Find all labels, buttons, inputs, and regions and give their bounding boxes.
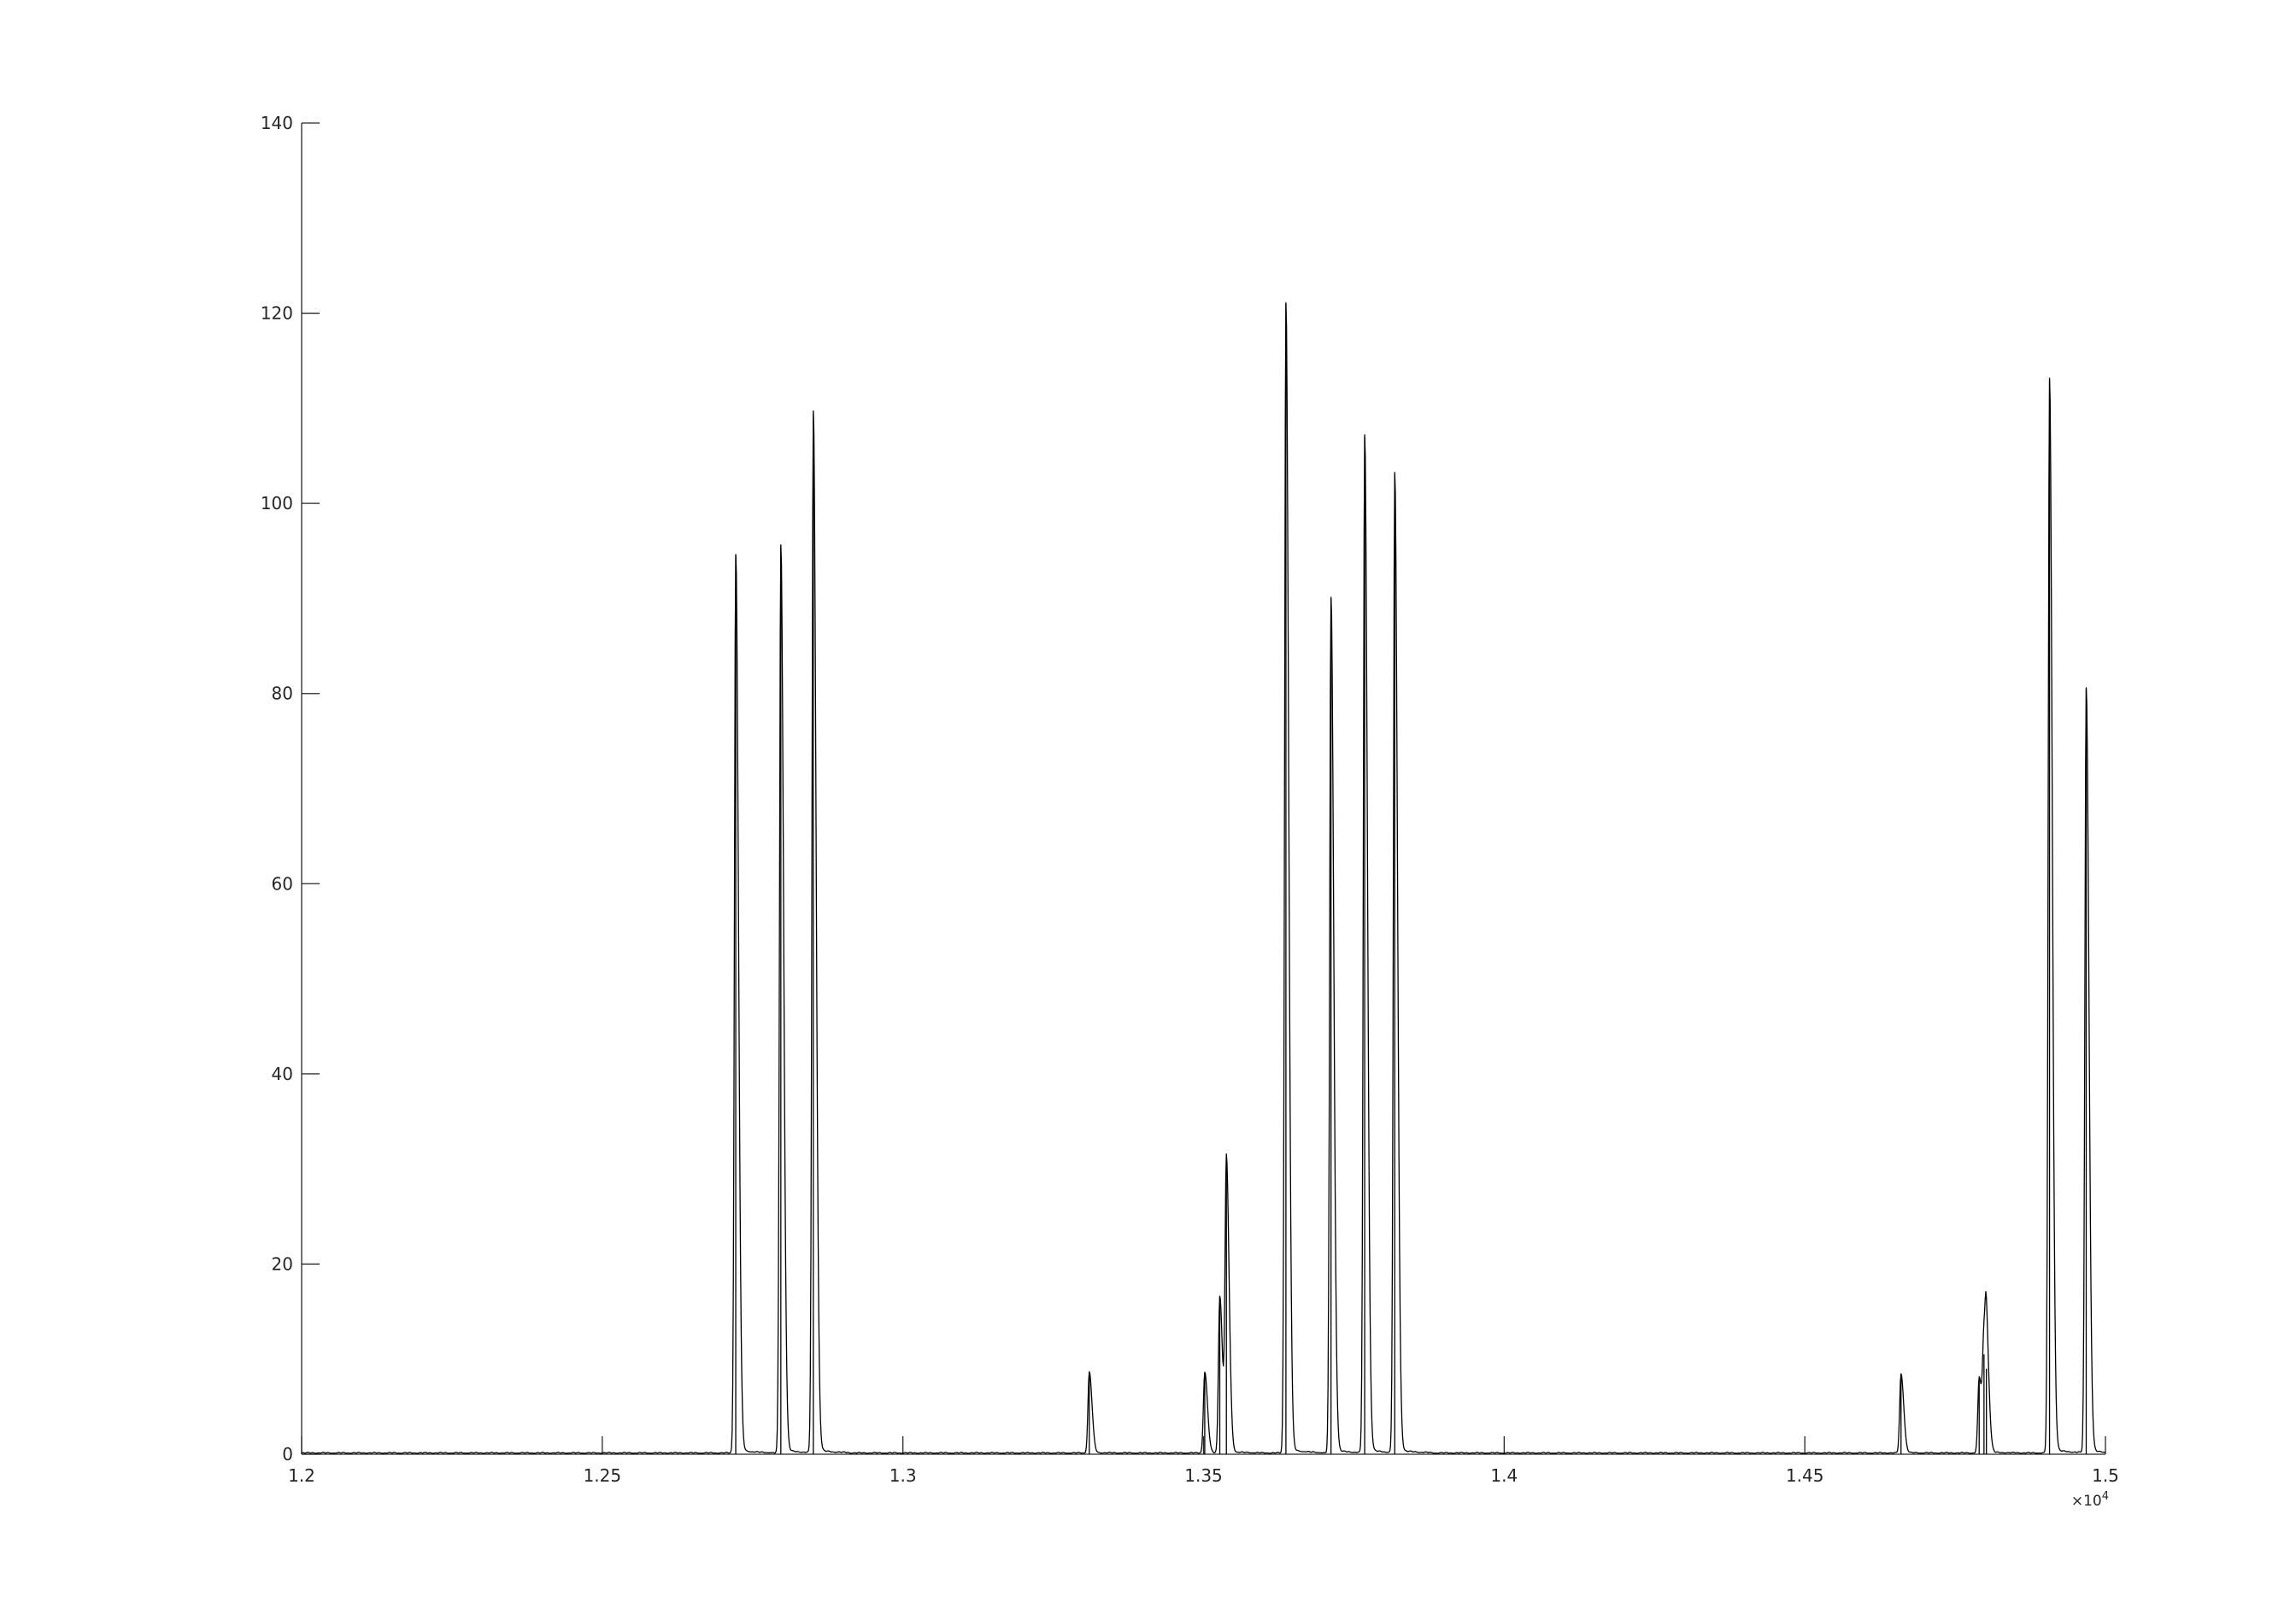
y-tick-label: 100	[261, 493, 293, 514]
axes	[301, 123, 2105, 1455]
y-tick-label: 40	[272, 1064, 293, 1084]
signal-trace	[301, 302, 2106, 1454]
x-tick-label: 1.5	[2092, 1465, 2119, 1486]
y-tick-label: 60	[272, 873, 293, 894]
y-tick-label: 140	[261, 113, 293, 133]
y-tick-label: 0	[282, 1444, 293, 1464]
x-tick-label: 1.3	[890, 1465, 917, 1486]
x-tick-label: 1.45	[1786, 1465, 1824, 1486]
x-ticks: 1.2 1.25 1.3 1.35 1.4 1.45 1.5	[288, 1436, 2119, 1486]
y-tick-label: 120	[261, 303, 293, 324]
x-exponent-power: 4	[2102, 1490, 2109, 1503]
x-tick-label: 1.4	[1490, 1465, 1518, 1486]
x-tick-label: 1.2	[288, 1465, 315, 1486]
x-exponent-base: ×10	[2071, 1493, 2102, 1510]
y-tick-label: 80	[272, 684, 293, 704]
x-exponent-label: ×104	[2071, 1490, 2109, 1511]
x-tick-label: 1.35	[1184, 1465, 1223, 1486]
y-ticks: 0 20 40 60 80 100 120 140	[261, 113, 320, 1464]
y-tick-label: 20	[272, 1253, 293, 1274]
peak-marks	[735, 303, 2088, 1454]
x-tick-label: 1.25	[584, 1465, 622, 1486]
